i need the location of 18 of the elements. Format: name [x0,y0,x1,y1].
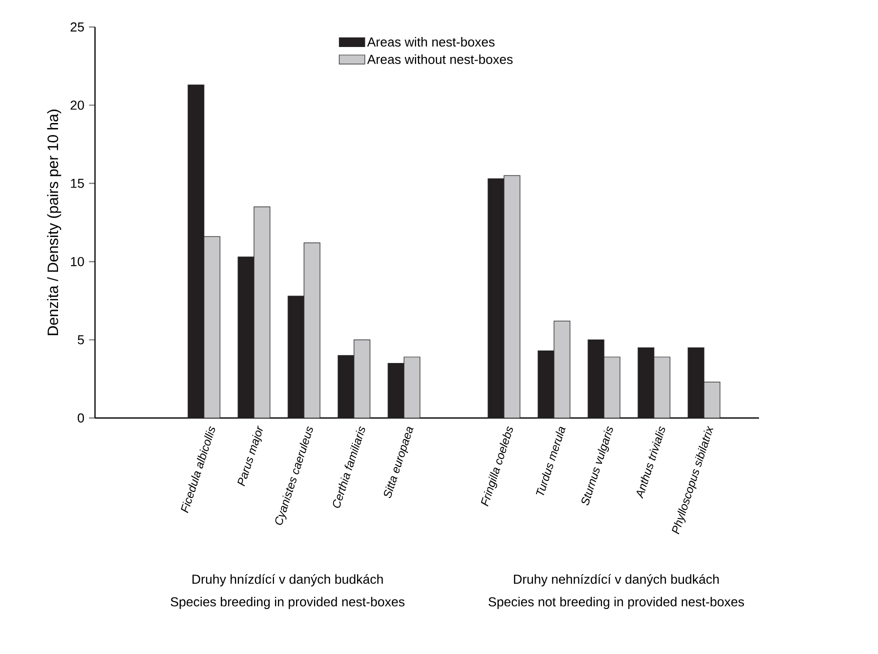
text: Druhy hnízdící v daných budkách [192,574,383,586]
y-tick-label: 15 [70,178,84,188]
legend-label: Areas with nest-boxes [367,37,495,47]
x-tick-label: Turdus merula [536,426,566,496]
legend-label: Areas without nest-boxes [367,54,513,64]
y-tick-label: 25 [70,22,84,32]
y-tick-label: 5 [78,335,84,344]
x-tick-label: Anthus trivialis [636,426,666,499]
text: Druhy nehnízdící v daných budkách [514,574,719,586]
y-axis-title: Denzita / Density (pairs per 10 ha) [47,110,62,336]
text: Species breeding in provided nest-boxes [170,596,404,610]
y-tick-label: 10 [70,256,84,266]
x-tick-label: Parus major [237,426,263,486]
y-tick-label: 20 [70,100,84,110]
x-tick-label: Fringilla coelebs [480,426,513,506]
y-tick-label: 0 [78,413,84,423]
x-tick-label: Sturnus vulgaris [582,426,613,506]
text: Species not breeding in provided nest-boxes [488,596,744,610]
